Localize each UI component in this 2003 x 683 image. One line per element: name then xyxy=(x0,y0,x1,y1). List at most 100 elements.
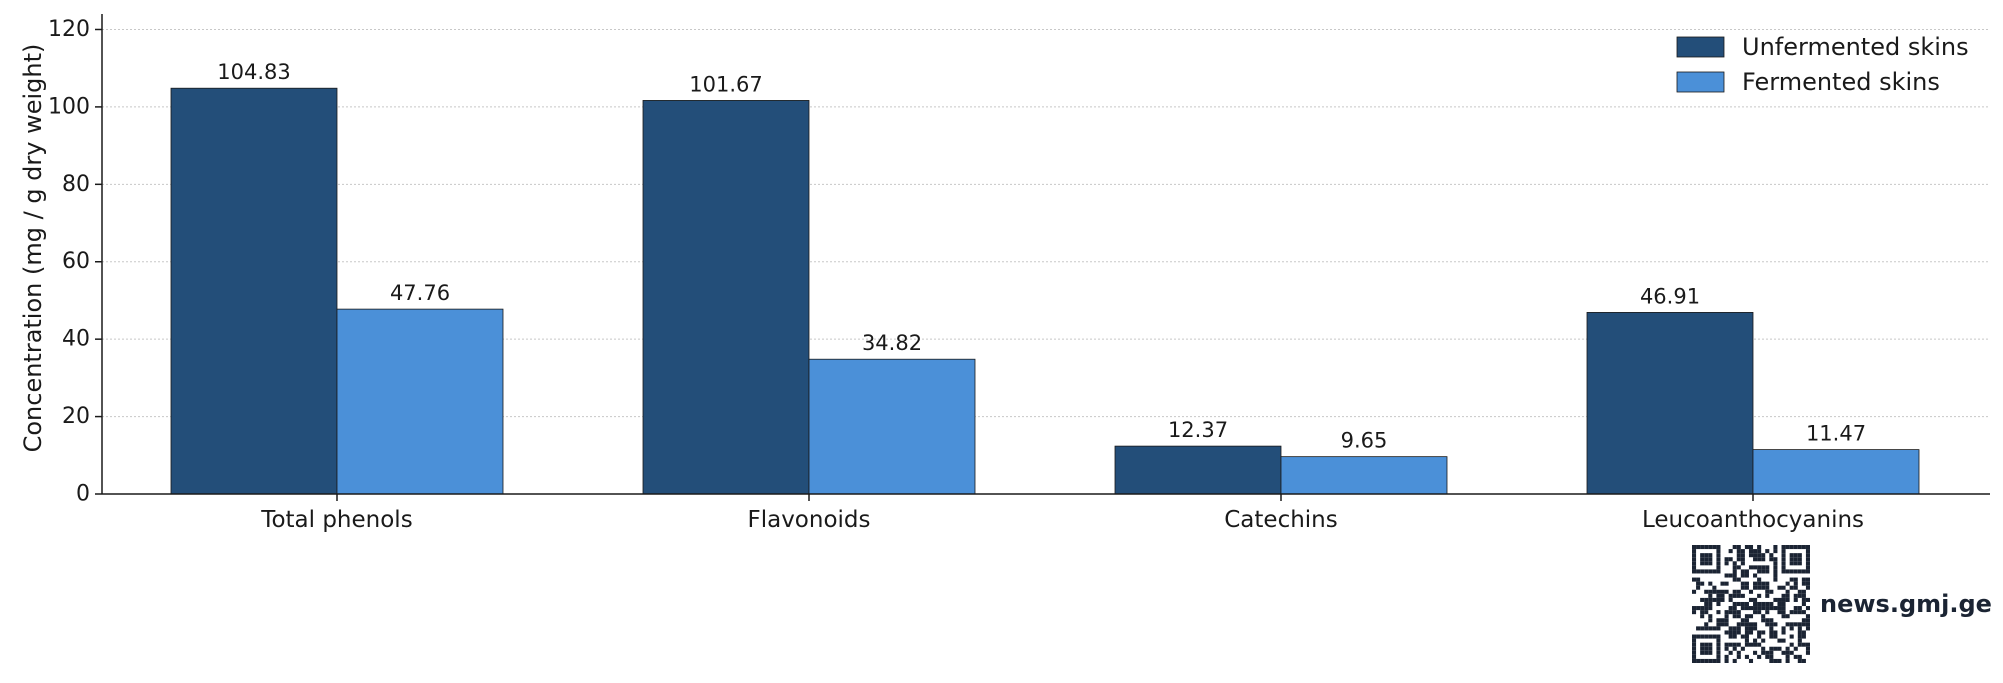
qr-module xyxy=(1765,610,1770,615)
x-ticks: Total phenols Flavonoids Catechins Leucoant… xyxy=(260,494,1864,533)
qr-module xyxy=(1789,557,1794,562)
qr-module xyxy=(1805,553,1810,558)
qr-module xyxy=(1732,610,1737,615)
qr-module xyxy=(1789,569,1794,574)
qr-module xyxy=(1777,638,1782,643)
qr-module xyxy=(1757,634,1762,639)
qr-module xyxy=(1724,557,1729,562)
qr-module xyxy=(1793,561,1798,566)
qr-module xyxy=(1692,606,1697,611)
qr-module xyxy=(1793,646,1798,651)
qr-module xyxy=(1748,545,1754,550)
qr-module xyxy=(1789,626,1794,631)
qr-module xyxy=(1757,610,1762,615)
qr-module xyxy=(1753,557,1758,562)
qr-module xyxy=(1692,642,1697,647)
qr-module xyxy=(1773,634,1778,639)
qr-module xyxy=(1692,610,1697,615)
qr-module xyxy=(1765,650,1770,655)
qr-module xyxy=(1704,642,1709,647)
qr-module xyxy=(1744,630,1749,635)
qr-module xyxy=(1716,634,1721,639)
qr-module xyxy=(1773,565,1778,570)
qr-module xyxy=(1785,545,1790,550)
qr-module xyxy=(1724,581,1729,586)
bar-unfermented xyxy=(1586,312,1754,495)
qr-module xyxy=(1789,622,1794,627)
qr-module xyxy=(1736,654,1741,659)
qr-module xyxy=(1728,557,1733,562)
qr-module xyxy=(1753,642,1758,647)
qr-module xyxy=(1781,638,1786,643)
qr-module xyxy=(1797,630,1802,635)
qr-module xyxy=(1712,545,1717,550)
qr-module xyxy=(1732,626,1737,631)
qr-module xyxy=(1724,610,1729,615)
qr-module xyxy=(1712,569,1717,574)
qr-module xyxy=(1781,553,1786,558)
qr-module xyxy=(1732,589,1737,594)
y-tick-label: 20 xyxy=(62,404,90,429)
qr-module xyxy=(1724,614,1729,619)
bar-fermented xyxy=(336,308,504,495)
qr-module xyxy=(1724,618,1729,623)
qr-module xyxy=(1692,553,1697,558)
qr-module xyxy=(1757,557,1762,562)
qr-module xyxy=(1696,581,1701,586)
qr-module xyxy=(1765,581,1770,586)
qr-module xyxy=(1753,565,1758,570)
qr-module xyxy=(1769,589,1774,594)
qr-module xyxy=(1797,638,1802,643)
qr-module xyxy=(1773,622,1778,627)
qr-module xyxy=(1789,561,1794,566)
qr-module xyxy=(1732,630,1737,635)
qr-module xyxy=(1797,634,1802,639)
qr-module xyxy=(1765,565,1770,570)
qr-module xyxy=(1736,642,1741,647)
qr-module xyxy=(1793,610,1798,615)
qr-module xyxy=(1797,593,1802,598)
qr-module xyxy=(1740,601,1745,607)
y-tick-label: 40 xyxy=(62,327,90,352)
qr-module xyxy=(1732,573,1737,578)
qr-module xyxy=(1736,553,1741,558)
qr-module xyxy=(1801,593,1806,598)
qr-module xyxy=(1704,646,1709,651)
bar-unfermented xyxy=(642,100,810,495)
qr-module xyxy=(1700,545,1705,550)
qr-module xyxy=(1744,618,1749,623)
qr-module xyxy=(1801,601,1806,607)
qr-module xyxy=(1716,557,1721,562)
qr-module xyxy=(1797,654,1802,659)
qr-module xyxy=(1805,622,1810,627)
qr-module xyxy=(1716,654,1721,659)
qr-module xyxy=(1724,573,1729,578)
qr-module xyxy=(1744,634,1749,639)
qr-module xyxy=(1692,638,1697,643)
qr-module xyxy=(1736,610,1741,615)
qr-module xyxy=(1724,642,1729,647)
legend-swatch-unfermented xyxy=(1676,36,1725,58)
data-label: 34.82 xyxy=(862,331,922,355)
qr-module xyxy=(1753,581,1758,586)
qr-module xyxy=(1805,626,1810,631)
bar-fermented xyxy=(808,358,976,495)
qr-module xyxy=(1785,614,1790,619)
qr-module xyxy=(1732,593,1737,598)
qr-module xyxy=(1732,577,1737,582)
qr-module xyxy=(1740,646,1745,651)
qr-module xyxy=(1761,569,1766,574)
qr-module xyxy=(1740,634,1745,639)
data-label: 9.65 xyxy=(1341,429,1388,453)
qr-module xyxy=(1744,585,1749,590)
qr-module xyxy=(1753,585,1758,590)
qr-module xyxy=(1793,593,1798,598)
qr-module xyxy=(1773,545,1778,550)
qr-module xyxy=(1708,581,1713,586)
qr-module xyxy=(1777,610,1782,615)
qr-module xyxy=(1704,610,1709,615)
qr-module xyxy=(1797,626,1802,631)
qr-module xyxy=(1801,581,1806,586)
qr-module xyxy=(1748,549,1754,554)
